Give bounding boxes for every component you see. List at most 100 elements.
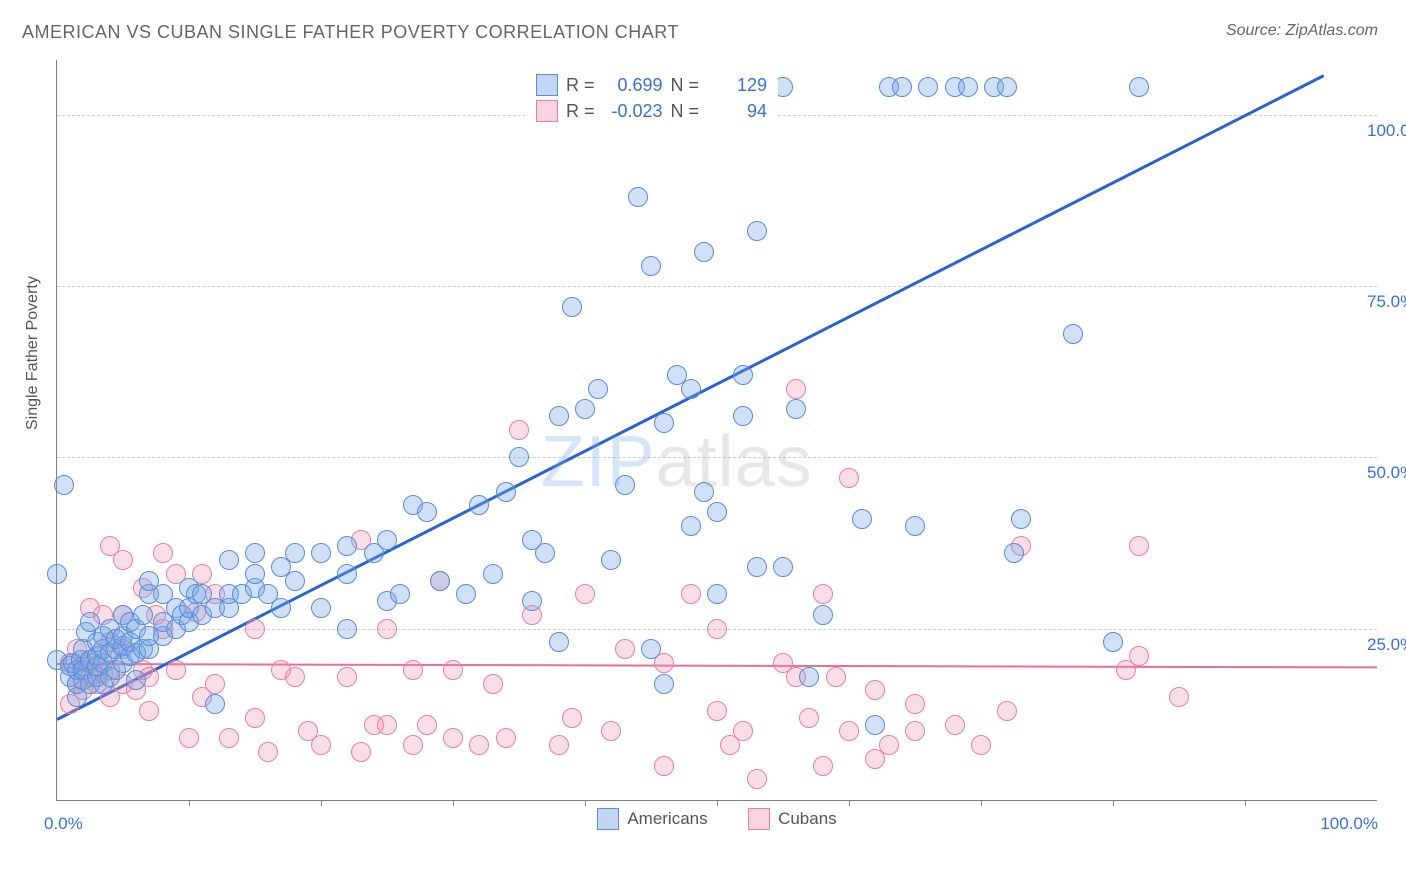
point-cubans[interactable]	[245, 708, 265, 728]
point-americans[interactable]	[496, 482, 516, 502]
point-americans[interactable]	[773, 557, 793, 577]
point-americans[interactable]	[549, 632, 569, 652]
point-americans[interactable]	[469, 495, 489, 515]
point-cubans[interactable]	[747, 769, 767, 789]
point-americans[interactable]	[1004, 543, 1024, 563]
point-cubans[interactable]	[562, 708, 582, 728]
point-americans[interactable]	[813, 605, 833, 625]
point-americans[interactable]	[311, 598, 331, 618]
point-americans[interactable]	[205, 694, 225, 714]
point-americans[interactable]	[865, 715, 885, 735]
point-americans[interactable]	[417, 502, 437, 522]
point-americans[interactable]	[681, 379, 701, 399]
point-cubans[interactable]	[601, 721, 621, 741]
point-americans[interactable]	[562, 297, 582, 317]
point-americans[interactable]	[641, 256, 661, 276]
point-cubans[interactable]	[179, 728, 199, 748]
point-cubans[interactable]	[945, 715, 965, 735]
point-cubans[interactable]	[681, 584, 701, 604]
point-cubans[interactable]	[1129, 536, 1149, 556]
point-americans[interactable]	[509, 447, 529, 467]
point-americans[interactable]	[997, 77, 1017, 97]
point-americans[interactable]	[958, 77, 978, 97]
point-cubans[interactable]	[443, 660, 463, 680]
point-cubans[interactable]	[575, 584, 595, 604]
point-cubans[interactable]	[483, 674, 503, 694]
point-cubans[interactable]	[351, 742, 371, 762]
point-cubans[interactable]	[879, 735, 899, 755]
point-americans[interactable]	[285, 543, 305, 563]
point-cubans[interactable]	[496, 728, 516, 748]
point-cubans[interactable]	[799, 708, 819, 728]
point-americans[interactable]	[892, 77, 912, 97]
point-americans[interactable]	[1063, 324, 1083, 344]
point-cubans[interactable]	[153, 543, 173, 563]
point-americans[interactable]	[707, 502, 727, 522]
point-americans[interactable]	[1011, 509, 1031, 529]
point-cubans[interactable]	[245, 619, 265, 639]
point-cubans[interactable]	[1169, 687, 1189, 707]
point-americans[interactable]	[245, 543, 265, 563]
point-cubans[interactable]	[865, 680, 885, 700]
point-americans[interactable]	[694, 242, 714, 262]
point-cubans[interactable]	[205, 674, 225, 694]
point-americans[interactable]	[905, 516, 925, 536]
point-americans[interactable]	[285, 571, 305, 591]
point-americans[interactable]	[483, 564, 503, 584]
point-cubans[interactable]	[509, 420, 529, 440]
point-americans[interactable]	[535, 543, 555, 563]
point-cubans[interactable]	[997, 701, 1017, 721]
point-cubans[interactable]	[113, 550, 133, 570]
point-americans[interactable]	[522, 591, 542, 611]
point-americans[interactable]	[1103, 632, 1123, 652]
point-americans[interactable]	[430, 571, 450, 591]
point-americans[interactable]	[707, 584, 727, 604]
point-cubans[interactable]	[905, 721, 925, 741]
point-americans[interactable]	[311, 543, 331, 563]
point-cubans[interactable]	[733, 721, 753, 741]
point-americans[interactable]	[575, 399, 595, 419]
point-cubans[interactable]	[285, 667, 305, 687]
point-americans[interactable]	[747, 221, 767, 241]
point-cubans[interactable]	[615, 639, 635, 659]
point-cubans[interactable]	[786, 379, 806, 399]
point-cubans[interactable]	[707, 701, 727, 721]
point-americans[interactable]	[47, 564, 67, 584]
point-americans[interactable]	[133, 605, 153, 625]
point-americans[interactable]	[747, 557, 767, 577]
point-americans[interactable]	[337, 536, 357, 556]
point-cubans[interactable]	[654, 756, 674, 776]
point-cubans[interactable]	[469, 735, 489, 755]
point-americans[interactable]	[245, 564, 265, 584]
point-americans[interactable]	[641, 639, 661, 659]
point-americans[interactable]	[456, 584, 476, 604]
legend-item-americans[interactable]: Americans	[597, 808, 707, 830]
point-cubans[interactable]	[417, 715, 437, 735]
point-americans[interactable]	[852, 509, 872, 529]
point-cubans[interactable]	[139, 701, 159, 721]
point-cubans[interactable]	[813, 756, 833, 776]
point-cubans[interactable]	[1129, 646, 1149, 666]
point-americans[interactable]	[628, 187, 648, 207]
point-americans[interactable]	[390, 584, 410, 604]
point-americans[interactable]	[54, 475, 74, 495]
point-americans[interactable]	[126, 670, 146, 690]
point-cubans[interactable]	[826, 667, 846, 687]
point-cubans[interactable]	[403, 735, 423, 755]
point-americans[interactable]	[799, 667, 819, 687]
point-cubans[interactable]	[839, 468, 859, 488]
point-cubans[interactable]	[707, 619, 727, 639]
point-americans[interactable]	[601, 550, 621, 570]
point-cubans[interactable]	[311, 735, 331, 755]
point-americans[interactable]	[271, 598, 291, 618]
point-cubans[interactable]	[337, 667, 357, 687]
legend-item-cubans[interactable]: Cubans	[748, 808, 837, 830]
point-americans[interactable]	[654, 674, 674, 694]
point-cubans[interactable]	[549, 735, 569, 755]
point-cubans[interactable]	[377, 715, 397, 735]
point-americans[interactable]	[219, 550, 239, 570]
trendline-cubans-hit[interactable]	[57, 657, 1377, 672]
point-americans[interactable]	[681, 516, 701, 536]
point-americans[interactable]	[588, 379, 608, 399]
point-americans[interactable]	[337, 564, 357, 584]
